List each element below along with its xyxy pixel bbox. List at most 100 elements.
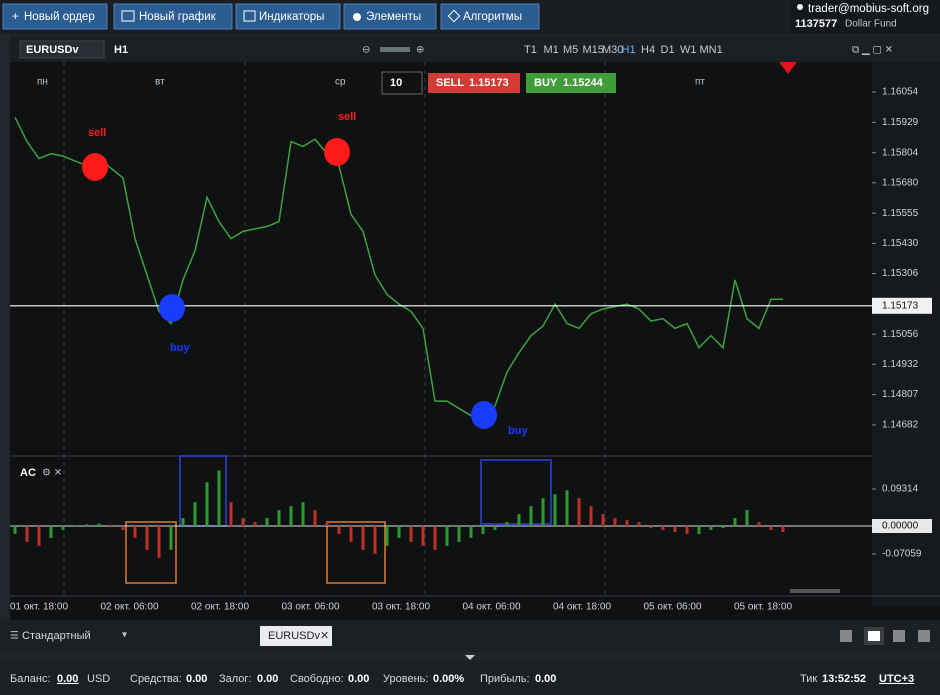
timeframe-option[interactable]: T1 [524,44,537,56]
current-price-label: 1.15173 [882,300,919,311]
icon: + [12,11,19,23]
x-tick-label: 02 окт. 06:00 [101,602,159,613]
menu-icon[interactable]: ☰ [10,631,19,642]
highlight-box [125,521,177,584]
signal-marker [82,153,108,181]
button-label[interactable]: Индикаторы [259,11,324,23]
ac-bar [613,518,617,527]
buy-price[interactable]: 1.15244 [563,77,604,89]
ac-bar [697,526,701,534]
timeframe-option[interactable]: M30 [602,44,623,56]
timeframe-option[interactable]: W1 [680,44,697,56]
collapse-arrow[interactable] [465,655,475,660]
tab[interactable] [260,626,332,646]
button-label[interactable]: Новый ордер [24,11,95,23]
ac-bar [253,522,257,527]
timeframe-option[interactable]: M15 [583,44,604,56]
equity: 0.00 [186,673,207,685]
y-tick-label: 1.16054 [882,87,919,98]
ac-bar [145,526,149,550]
ac-bar [625,520,629,527]
day-label: пн [37,77,48,88]
ac-bar [37,526,41,546]
icon [243,10,256,22]
timezone[interactable]: UTC+3 [879,673,914,685]
ac-bar [541,498,545,527]
current-price-box [872,297,932,314]
sell-price[interactable]: 1.15173 [469,77,509,89]
y-tick-label: 0.00000 [882,521,919,532]
ac-bar [661,526,665,530]
balance: 0.00 [57,673,78,685]
layout-button[interactable] [840,630,852,642]
highlight-box [326,521,386,584]
scrollbar[interactable] [790,589,840,593]
layout-button[interactable] [918,630,930,642]
y-tick-label: 1.15929 [882,117,919,128]
symbol[interactable]: EURUSDv [26,44,79,56]
tab-label[interactable]: EURUSDv [268,630,320,642]
signal-label: buy [170,342,190,354]
ac-bar [85,524,89,527]
x-tick-label: 04 окт. 06:00 [463,602,521,613]
x-tick-label: 02 окт. 18:00 [191,602,249,613]
button-label[interactable]: Алгоритмы [463,11,522,23]
sell-button[interactable] [428,73,520,93]
x-tick-label: 05 окт. 06:00 [644,602,702,613]
dropdown[interactable]: ▾ [122,630,127,641]
profit-label: Прибыль: [480,673,530,685]
tab-close[interactable]: ✕ [320,630,329,642]
ac-bar [733,518,737,527]
indicator-buttons[interactable]: ⚙ ✕ [42,468,62,479]
account-email[interactable]: trader@mobius-soft.org [808,3,929,15]
highlight-box [480,459,552,525]
price-axis [872,62,940,606]
zoom-in[interactable]: ⊕ [416,45,424,56]
timeframe-option[interactable]: MN1 [700,44,723,56]
account-box[interactable] [790,0,940,34]
button[interactable] [235,3,341,30]
ac-bar [301,502,305,527]
ac-bar [385,526,389,546]
tab-bar [0,620,940,652]
ac-bar [169,526,173,550]
ac-bar [685,526,689,534]
x-tick-label: 04 окт. 18:00 [553,602,611,613]
ac-bar [373,526,377,554]
y-tick-label: 1.15430 [882,238,919,249]
timeframe-option[interactable]: D1 [661,44,675,56]
ac-bar [529,506,533,527]
ac-bar [181,518,185,527]
button-label[interactable]: Элементы [366,11,421,23]
ac-bar [421,526,425,546]
ac-bar [433,526,437,550]
sell-label[interactable]: SELL [436,77,464,89]
buy-button[interactable] [526,73,616,93]
layout-name[interactable]: Стандартный [22,630,91,642]
symbol-select[interactable] [19,40,105,59]
zoom-out[interactable]: ⊖ [362,45,370,56]
timeframe-option[interactable]: M5 [563,44,578,56]
icon [353,13,361,21]
ac-bar [205,482,209,527]
window-buttons[interactable]: ⧉ ▁ ▢ ✕ [852,45,893,56]
y-tick-label: 1.15555 [882,208,919,219]
layout-button[interactable] [893,630,905,642]
timeframe-option[interactable]: H1 [622,44,636,56]
lot[interactable]: 10 [390,77,402,89]
lot-input[interactable] [381,71,423,95]
timeframe-option[interactable]: M1 [544,44,559,56]
y-tick-label: -0.07059 [882,549,922,560]
button-label[interactable]: Новый график [139,11,217,23]
day-label: вт [155,77,165,88]
timeframe-option[interactable]: H4 [641,44,655,56]
button[interactable] [440,3,540,30]
ac-bar [577,498,581,527]
zoom-slider[interactable] [380,47,410,52]
level-label: Уровень: [383,673,428,685]
ac-bar [745,510,749,527]
buy-label[interactable]: BUY [534,77,558,89]
button[interactable] [2,3,108,30]
